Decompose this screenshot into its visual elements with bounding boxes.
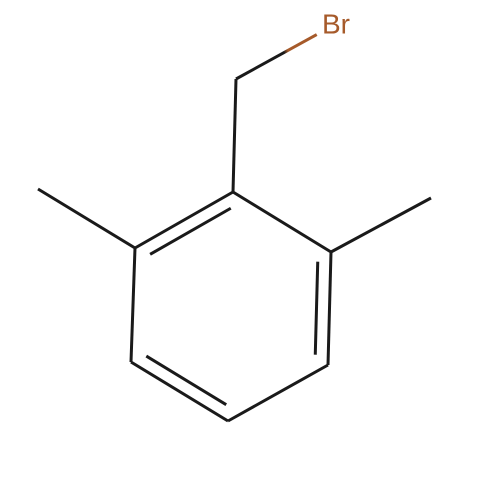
- bond: [228, 365, 328, 421]
- atom-label-br: Br: [322, 9, 350, 40]
- bond: [131, 362, 228, 421]
- bond: [328, 252, 331, 365]
- molecule-diagram: Br: [0, 0, 500, 500]
- bond: [233, 192, 331, 252]
- bond: [331, 198, 431, 252]
- bond: [135, 192, 233, 248]
- bond: [38, 189, 135, 248]
- bond: [236, 35, 317, 79]
- bond: [315, 262, 317, 355]
- bond: [146, 356, 226, 405]
- bond: [131, 248, 135, 362]
- bond: [233, 79, 236, 192]
